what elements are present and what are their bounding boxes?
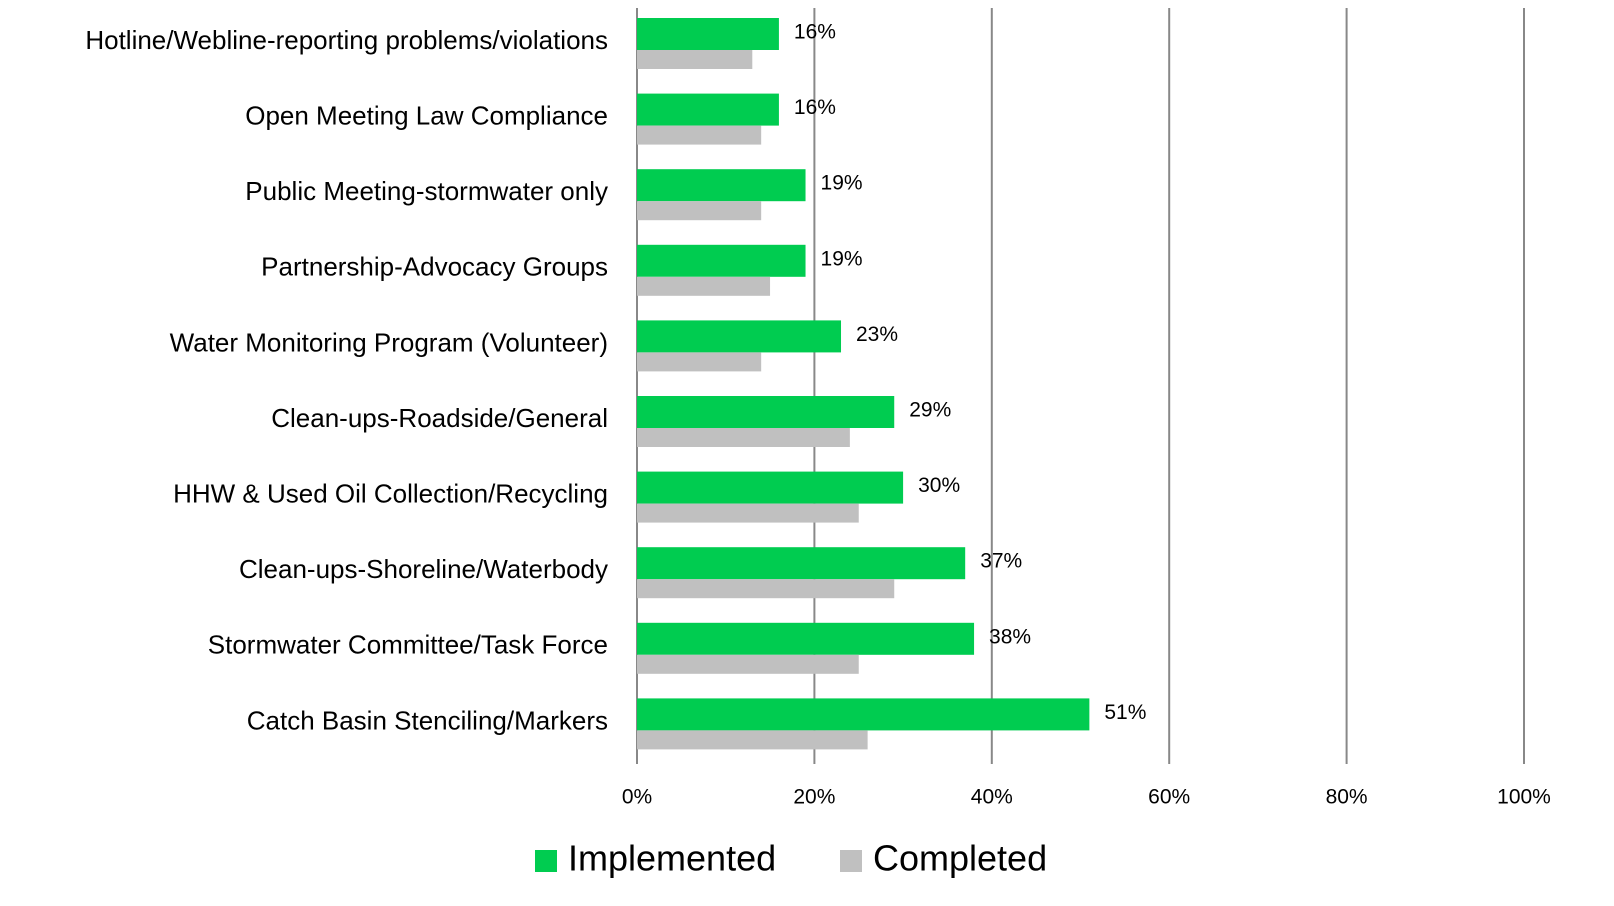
bar bbox=[637, 428, 850, 447]
bar bbox=[637, 50, 753, 69]
bar bbox=[637, 654, 859, 674]
bar bbox=[637, 125, 762, 145]
bar bbox=[637, 698, 1090, 731]
category-label: Stormwater Committee/Task Force bbox=[208, 630, 608, 660]
bar bbox=[637, 244, 806, 277]
legend-swatch bbox=[840, 850, 862, 872]
bar bbox=[637, 276, 771, 296]
category-label: Catch Basin Stenciling/Markers bbox=[247, 705, 608, 735]
category-label: Hotline/Webline-reporting problems/viola… bbox=[85, 25, 608, 55]
bar bbox=[637, 503, 859, 523]
category-label: Water Monitoring Program (Volunteer) bbox=[170, 327, 608, 357]
x-tick-label: 100% bbox=[1497, 786, 1551, 809]
data-label: 23% bbox=[856, 323, 898, 346]
bar bbox=[637, 93, 779, 126]
legend-label: Completed bbox=[873, 838, 1047, 879]
bar bbox=[637, 169, 806, 202]
data-label: 19% bbox=[821, 172, 863, 195]
bar bbox=[637, 352, 762, 372]
bar bbox=[637, 547, 966, 580]
data-label: 37% bbox=[980, 550, 1022, 573]
bar bbox=[637, 730, 868, 750]
legend-swatch bbox=[535, 850, 557, 872]
bar bbox=[637, 579, 895, 599]
bar bbox=[637, 18, 779, 50]
legend-label: Implemented bbox=[568, 838, 776, 879]
data-label: 19% bbox=[821, 247, 863, 270]
bar bbox=[637, 201, 762, 221]
category-label: Partnership-Advocacy Groups bbox=[261, 252, 608, 282]
bar bbox=[637, 471, 904, 504]
x-tick-label: 20% bbox=[793, 786, 835, 809]
category-label: Public Meeting-stormwater only bbox=[245, 176, 608, 206]
bar bbox=[637, 396, 895, 428]
data-label: 29% bbox=[909, 399, 951, 422]
x-tick-label: 60% bbox=[1148, 786, 1190, 809]
data-label: 30% bbox=[918, 474, 960, 497]
bar bbox=[637, 320, 842, 353]
data-label: 16% bbox=[794, 21, 836, 44]
x-tick-label: 40% bbox=[971, 786, 1013, 809]
data-label: 16% bbox=[794, 96, 836, 119]
category-label: Clean-ups-Roadside/General bbox=[271, 403, 608, 433]
bar bbox=[637, 622, 975, 655]
category-label: HHW & Used Oil Collection/Recycling bbox=[173, 478, 608, 508]
data-label: 38% bbox=[989, 625, 1031, 648]
data-label: 51% bbox=[1104, 701, 1146, 724]
x-tick-label: 0% bbox=[622, 786, 652, 809]
category-label: Open Meeting Law Compliance bbox=[245, 100, 608, 130]
category-label: Clean-ups-Shoreline/Waterbody bbox=[239, 554, 608, 584]
x-tick-label: 80% bbox=[1326, 786, 1368, 809]
